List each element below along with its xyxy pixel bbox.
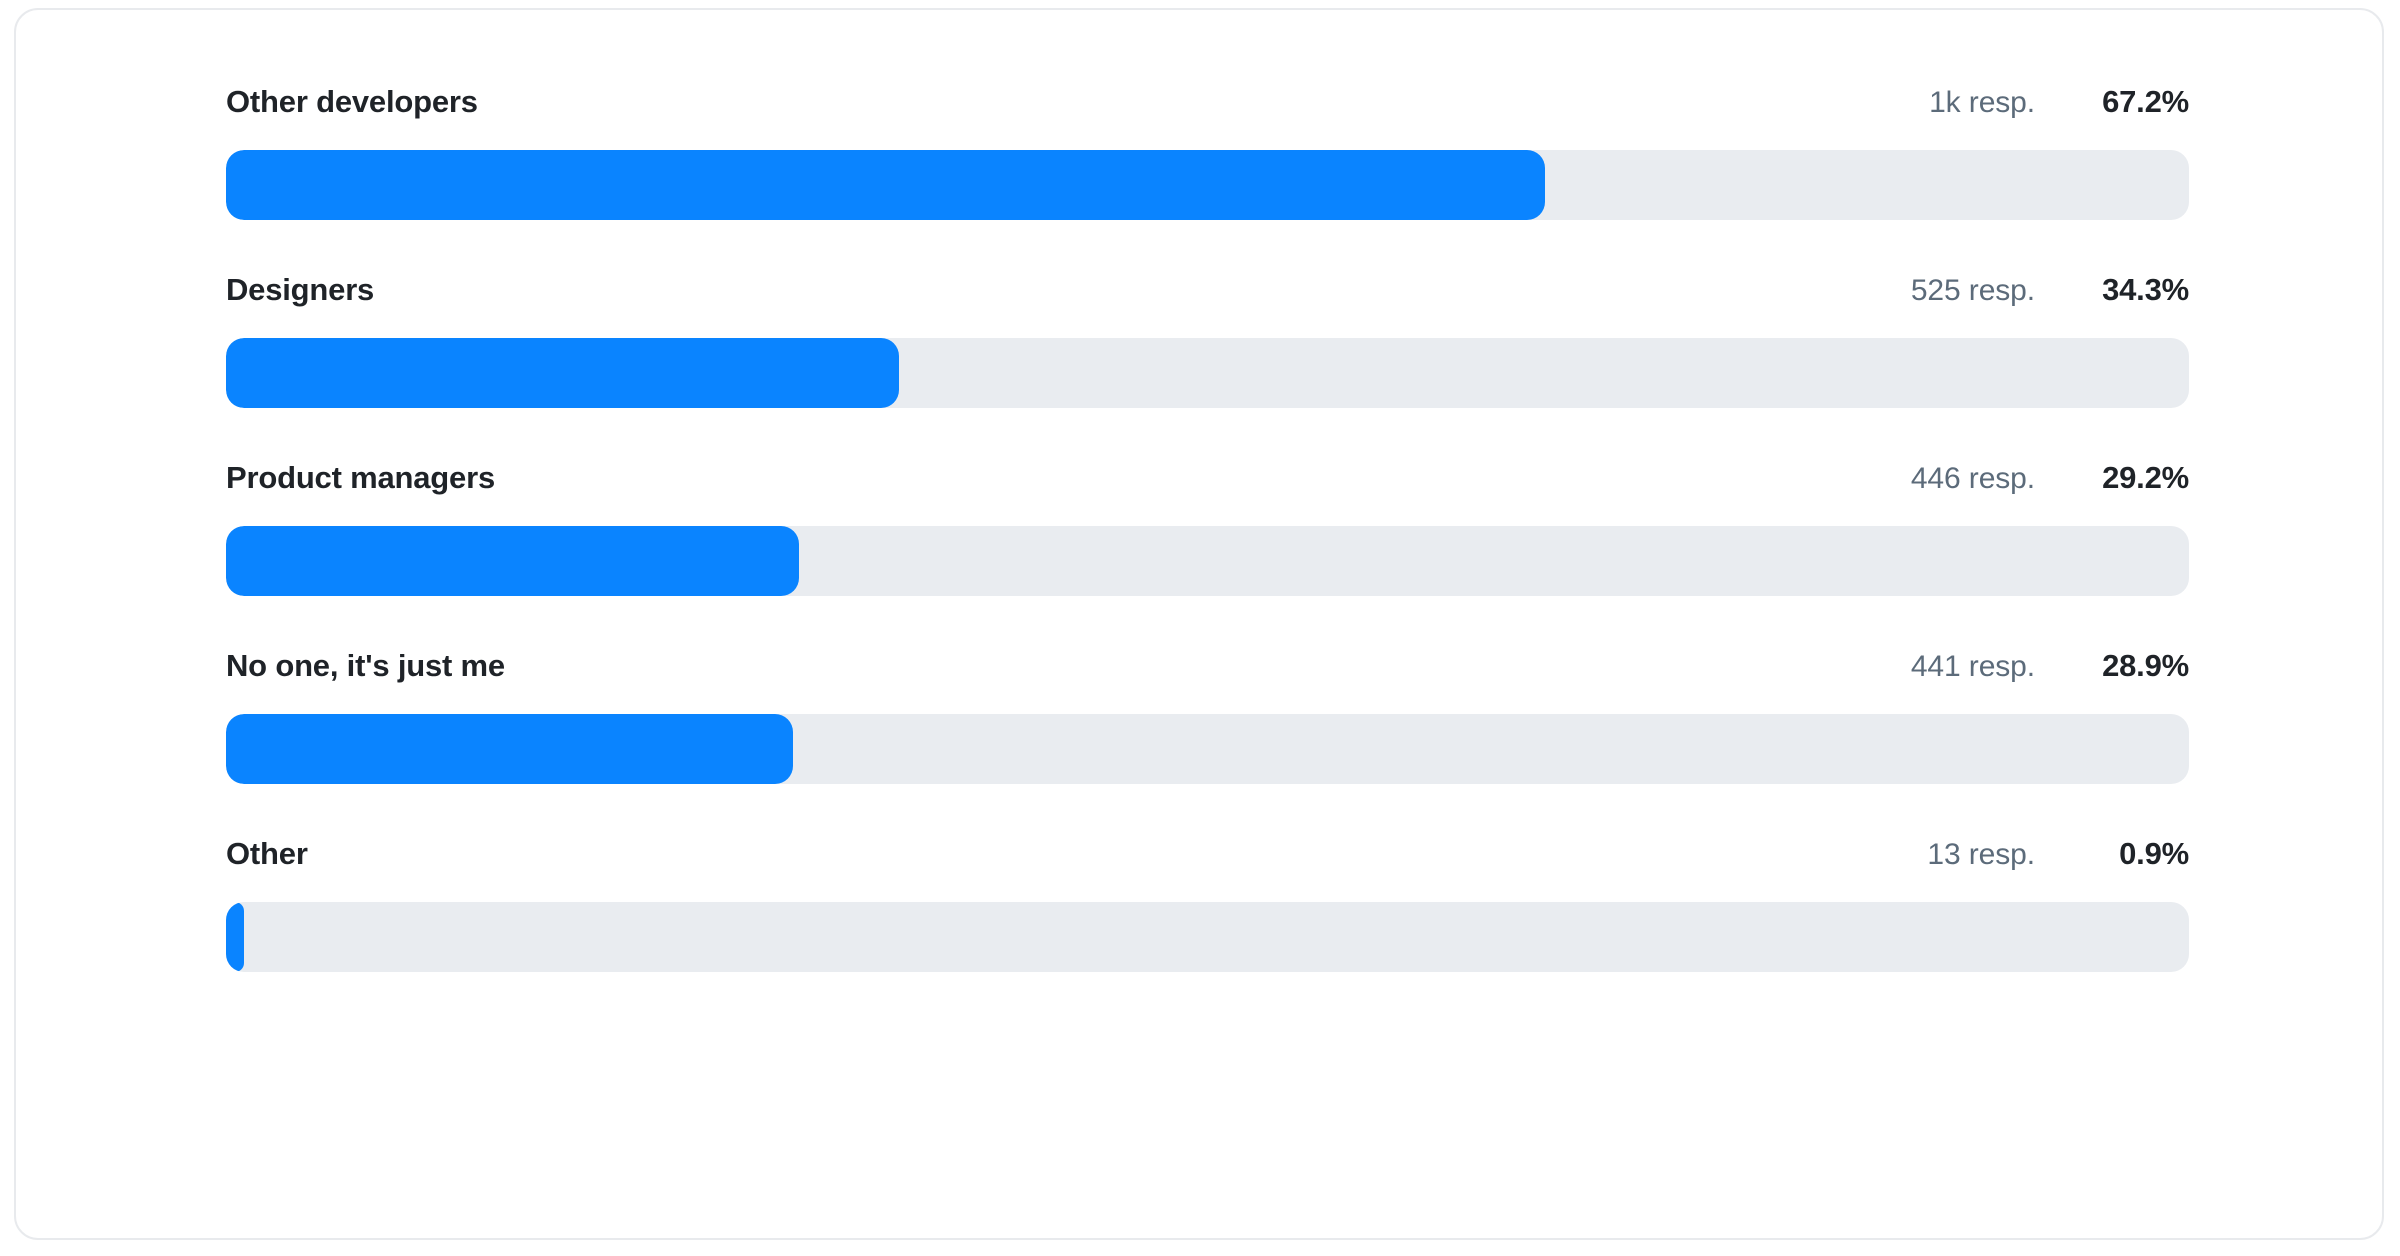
bar-fill <box>226 714 794 784</box>
bar-row-percent: 34.3% <box>2102 272 2189 307</box>
bar-row-label: Other <box>226 836 308 871</box>
bar-row: Product managers 446 resp. 29.2% <box>226 460 2189 596</box>
bar-row-percent: 29.2% <box>2102 460 2189 495</box>
bar-row-header: Other 13 resp. 0.9% <box>226 836 2189 880</box>
bar-row: Designers 525 resp. 34.3% <box>226 272 2189 408</box>
bar-row-response-count: 525 resp. <box>1910 274 2035 307</box>
bar-row-label: No one, it's just me <box>226 648 505 683</box>
bar-row-percent: 67.2% <box>2102 84 2189 119</box>
bar-row-header: Designers 525 resp. 34.3% <box>226 272 2189 316</box>
bar-track <box>226 338 2189 408</box>
bar-row-stats: 441 resp. 28.9% <box>1911 648 2189 684</box>
bar-row-percent: 0.9% <box>2119 836 2189 871</box>
bar-row-stats: 446 resp. 29.2% <box>1911 460 2189 496</box>
bar-track <box>226 714 2189 784</box>
bar-row-response-count: 13 resp. <box>1927 838 2035 871</box>
bar-fill <box>226 902 244 972</box>
bar-row-stats: 13 resp. 0.9% <box>1927 836 2189 872</box>
bar-row-header: No one, it's just me 441 resp. 28.9% <box>226 648 2189 692</box>
horizontal-bar-chart: Other developers 1k resp. 67.2% Designers 52… <box>226 84 2189 972</box>
survey-results-card: Other developers 1k resp. 67.2% Designers 52… <box>14 8 2384 1240</box>
bar-fill <box>226 338 900 408</box>
bar-track <box>226 902 2189 972</box>
bar-row-response-count: 1k resp. <box>1929 86 2035 119</box>
bar-track <box>226 150 2189 220</box>
bar-track <box>226 526 2189 596</box>
bar-row-label: Other developers <box>226 84 478 119</box>
bar-row-header: Other developers 1k resp. 67.2% <box>226 84 2189 128</box>
bar-row-label: Designers <box>226 272 375 307</box>
bar-row: No one, it's just me 441 resp. 28.9% <box>226 648 2189 784</box>
bar-row: Other 13 resp. 0.9% <box>226 836 2189 972</box>
bar-row: Other developers 1k resp. 67.2% <box>226 84 2189 220</box>
bar-row-response-count: 441 resp. <box>1910 650 2035 683</box>
bar-row-response-count: 446 resp. <box>1910 462 2035 495</box>
bar-row-percent: 28.9% <box>2102 648 2189 683</box>
bar-row-header: Product managers 446 resp. 29.2% <box>226 460 2189 504</box>
bar-fill <box>226 526 800 596</box>
bar-fill <box>226 150 1546 220</box>
bar-row-stats: 525 resp. 34.3% <box>1911 272 2189 308</box>
bar-row-stats: 1k resp. 67.2% <box>1929 84 2189 120</box>
bar-row-label: Product managers <box>226 460 495 495</box>
